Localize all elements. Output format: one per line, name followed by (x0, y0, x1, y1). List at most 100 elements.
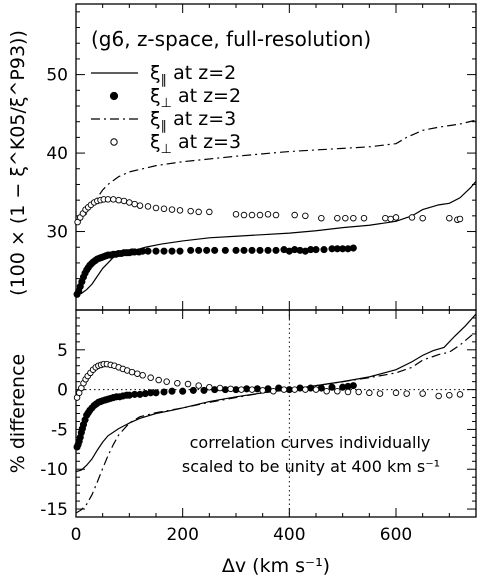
data-point-perp_z3 (392, 389, 400, 397)
x-tick-label: 200 (166, 525, 198, 545)
data-point-perp_z3 (360, 214, 368, 222)
data-point-perp_z3 (232, 211, 240, 218)
data-point-perp_z3 (163, 378, 170, 385)
data-point-perp_z2 (189, 386, 197, 394)
data-point-perp_z2 (179, 387, 187, 395)
legend-symbol: ξ (150, 62, 161, 84)
data-point-perp_z3 (387, 215, 394, 223)
data-point-perp_z2 (248, 246, 256, 254)
data-point-perp_z2 (144, 247, 152, 255)
data-point-perp_z2 (160, 247, 168, 255)
data-point-perp_z3 (403, 390, 410, 397)
data-point-perp_z3 (134, 370, 141, 377)
data-point-perp_z3 (408, 214, 416, 221)
series-line-par_z2 (75, 313, 477, 473)
legend-subscript: ⊥ (161, 96, 172, 111)
data-point-perp_z3 (206, 383, 213, 391)
data-point-perp_z2 (168, 387, 176, 395)
data-point-perp_z3 (264, 211, 272, 218)
data-point-perp_z3 (366, 389, 373, 397)
data-point-perp_z3 (419, 390, 426, 397)
data-point-perp_z3 (195, 208, 202, 216)
x-tick-label: 0 (71, 525, 82, 545)
legend-swatch-marker (109, 91, 119, 101)
chart-title: (g6, z-space, full-resolution) (91, 27, 371, 51)
data-point-perp_z2 (256, 246, 264, 254)
data-point-perp_z3 (344, 388, 352, 396)
data-point-perp_z3 (248, 386, 256, 393)
data-point-perp_z3 (334, 214, 341, 222)
data-point-perp_z3 (136, 202, 144, 209)
data-point-perp_z3 (147, 374, 154, 381)
data-point-perp_z3 (184, 380, 192, 388)
legend-symbol: ξ (150, 85, 161, 107)
y-tick-label: -15 (40, 500, 68, 520)
data-point-perp_z3 (174, 379, 181, 387)
legend-subscript: ⊥ (161, 142, 172, 157)
data-point-perp_z3 (392, 214, 400, 221)
legend-symbol: ξ (150, 131, 161, 153)
data-point-perp_z2 (200, 386, 208, 394)
y-tick-label: 40 (46, 144, 68, 164)
data-point-perp_z3 (104, 196, 112, 203)
bottom-panel: -15 -10 -5 0 5 0 200 400 600 correlation curves i… (40, 309, 477, 545)
data-point-perp_z3 (323, 387, 330, 395)
data-point-perp_z2 (243, 385, 251, 393)
data-point-perp_z2 (349, 382, 357, 390)
legend-swatch-marker (110, 138, 118, 146)
data-point-perp_z2 (168, 247, 176, 255)
data-point-perp_z3 (110, 196, 117, 203)
data-point-perp_z2 (152, 389, 160, 397)
data-point-perp_z2 (160, 388, 168, 396)
legend-symbol: ξ (150, 108, 161, 130)
data-point-perp_z3 (256, 211, 264, 219)
legend-label: ξ⊥ at z=3 (150, 131, 241, 157)
legend-text: at z=2 (178, 85, 241, 107)
data-point-perp_z3 (334, 387, 341, 395)
data-point-perp_z3 (291, 386, 298, 393)
data-point-perp_z3 (302, 212, 309, 220)
data-point-perp_z3 (446, 214, 453, 222)
data-point-perp_z3 (419, 214, 426, 222)
data-point-perp_z3 (382, 214, 389, 222)
annotation-line-1: correlation curves individually (190, 433, 431, 452)
annotation-line-2: scaled to be unity at 400 km s⁻¹ (182, 457, 440, 476)
data-point-perp_z3 (342, 214, 349, 222)
legend-text: at z=3 (178, 131, 241, 153)
data-point-perp_z3 (168, 206, 176, 213)
data-point-perp_z3 (248, 211, 256, 219)
y-axis-label-top: (100 × (1 − ξ^K05/ξ^P93)) (7, 30, 29, 296)
legend-label: ξ∥ at z=2 (150, 62, 236, 88)
data-point-perp_z3 (126, 199, 133, 206)
data-point-perp_z3 (312, 386, 320, 393)
data-point-perp_z3 (115, 196, 122, 204)
y-tick-label: 50 (46, 66, 68, 86)
data-point-perp_z2 (203, 246, 211, 254)
data-point-perp_z2 (187, 246, 195, 254)
data-point-perp_z3 (318, 214, 325, 222)
y-axis-label-bottom: % difference (7, 354, 29, 473)
data-point-perp_z3 (280, 386, 288, 393)
legend-subscript: ∥ (161, 119, 168, 134)
data-point-perp_z2 (240, 246, 248, 254)
data-point-perp_z3 (435, 392, 442, 400)
plot-frame (75, 309, 477, 518)
y-tick-label: 0 (57, 381, 68, 401)
y-tick-label: -5 (51, 420, 68, 440)
data-point-perp_z3 (139, 372, 146, 379)
data-point-perp_z2 (221, 246, 229, 254)
data-point-perp_z3 (350, 214, 357, 222)
data-point-perp_z3 (195, 382, 202, 389)
x-axis-label: Δv (km s⁻¹) (222, 555, 330, 577)
labels: Δv (km s⁻¹) (100 × (1 − ξ^K05/ξ^P93)) % di… (7, 30, 330, 577)
data-point-perp_z3 (128, 368, 136, 376)
data-point-perp_z2 (211, 246, 219, 254)
data-point-perp_z3 (291, 211, 298, 219)
data-point-perp_z3 (272, 211, 280, 219)
data-point-perp_z3 (160, 205, 168, 213)
data-point-perp_z2 (176, 247, 184, 255)
data-point-perp_z3 (355, 388, 362, 396)
x-tick-label: 600 (380, 525, 412, 545)
data-point-perp_z3 (74, 218, 81, 226)
data-point-perp_z3 (144, 203, 152, 210)
